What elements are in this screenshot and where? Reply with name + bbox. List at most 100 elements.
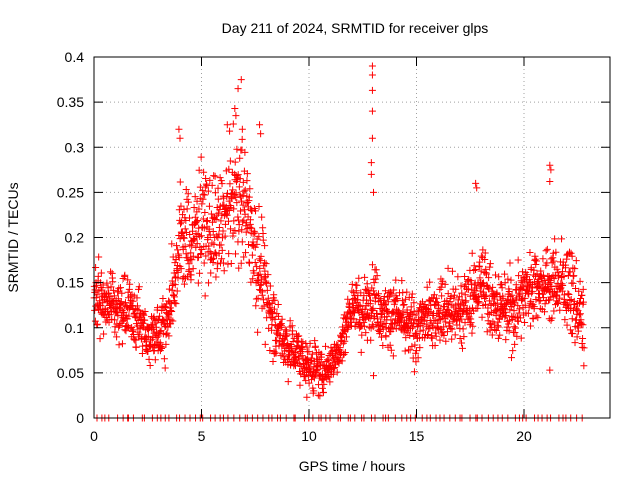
data-point — [383, 293, 391, 301]
data-point — [441, 280, 449, 288]
data-point — [258, 288, 266, 296]
data-point — [558, 235, 566, 243]
data-point — [208, 256, 216, 264]
data-point — [435, 310, 443, 318]
data-point — [94, 301, 102, 309]
data-point — [459, 325, 467, 333]
data-point — [184, 190, 192, 198]
data-point — [177, 220, 185, 228]
data-point — [509, 300, 517, 308]
data-point — [338, 357, 346, 365]
y-tick-label: 0.05 — [57, 365, 84, 381]
data-point — [248, 251, 256, 259]
data-point — [257, 252, 265, 260]
data-point — [398, 277, 406, 285]
data-point — [468, 249, 476, 257]
data-point — [410, 368, 418, 376]
data-point — [250, 242, 258, 250]
data-point — [186, 231, 194, 239]
data-point — [473, 184, 481, 192]
data-point — [495, 273, 503, 281]
data-point — [319, 388, 327, 396]
data-point — [305, 348, 313, 356]
data-point — [223, 121, 231, 129]
plot-frame — [93, 56, 611, 419]
data-point — [274, 300, 282, 308]
data-point — [466, 305, 474, 313]
data-point — [190, 204, 198, 212]
data-point — [443, 305, 451, 313]
data-point — [443, 299, 451, 307]
data-point — [386, 341, 394, 349]
data-point — [526, 248, 534, 256]
data-point — [376, 330, 384, 338]
data-point — [295, 352, 303, 360]
data-point — [333, 368, 341, 376]
data-point — [262, 279, 270, 287]
data-point — [464, 277, 472, 285]
data-point — [387, 346, 395, 354]
data-point — [492, 327, 500, 335]
data-point — [549, 254, 557, 262]
data-point — [336, 344, 344, 352]
data-point — [209, 214, 217, 222]
data-point — [548, 314, 556, 322]
data-point — [448, 267, 456, 275]
data-point — [388, 290, 396, 298]
data-point — [370, 287, 378, 295]
data-point — [428, 322, 436, 330]
data-point — [278, 322, 286, 330]
data-point — [412, 358, 420, 366]
data-point — [502, 311, 510, 319]
data-point — [576, 310, 584, 318]
data-point — [523, 271, 531, 279]
data-point — [191, 193, 199, 201]
data-point — [260, 302, 268, 310]
data-point — [185, 260, 193, 268]
data-point — [249, 275, 257, 283]
data-point — [445, 306, 453, 314]
data-point — [562, 261, 570, 269]
data-point — [233, 145, 241, 153]
data-point — [448, 325, 456, 333]
data-point — [483, 328, 491, 336]
data-point — [447, 324, 455, 332]
data-point — [167, 307, 175, 315]
data-point — [328, 359, 336, 367]
data-point — [261, 242, 269, 250]
data-point — [363, 280, 371, 288]
data-point — [284, 340, 292, 348]
data-point — [550, 257, 558, 265]
data-point — [352, 287, 360, 295]
data-point — [551, 235, 559, 243]
data-point — [389, 325, 397, 333]
data-point — [197, 249, 205, 257]
data-point — [550, 307, 558, 315]
data-point — [126, 280, 134, 288]
data-point — [255, 202, 263, 210]
data-point — [326, 378, 334, 386]
data-point — [505, 320, 513, 328]
data-point — [218, 255, 226, 263]
data-point — [457, 282, 465, 290]
data-point — [266, 346, 274, 354]
data-point — [211, 172, 219, 180]
y-tick-label: 0.1 — [65, 320, 85, 336]
data-point — [198, 200, 206, 208]
data-point — [255, 233, 263, 241]
data-point — [295, 332, 303, 340]
data-point — [366, 290, 374, 298]
data-point — [451, 331, 459, 339]
data-point — [528, 287, 536, 295]
data-point — [115, 284, 123, 292]
data-point — [510, 323, 518, 331]
data-point — [452, 285, 460, 293]
data-point — [238, 238, 246, 246]
data-point — [546, 366, 554, 374]
data-point — [467, 277, 475, 285]
data-point — [230, 205, 238, 213]
data-point — [447, 292, 455, 300]
data-point — [232, 112, 240, 120]
data-point — [428, 334, 436, 342]
y-tick-label: 0.35 — [57, 94, 84, 110]
